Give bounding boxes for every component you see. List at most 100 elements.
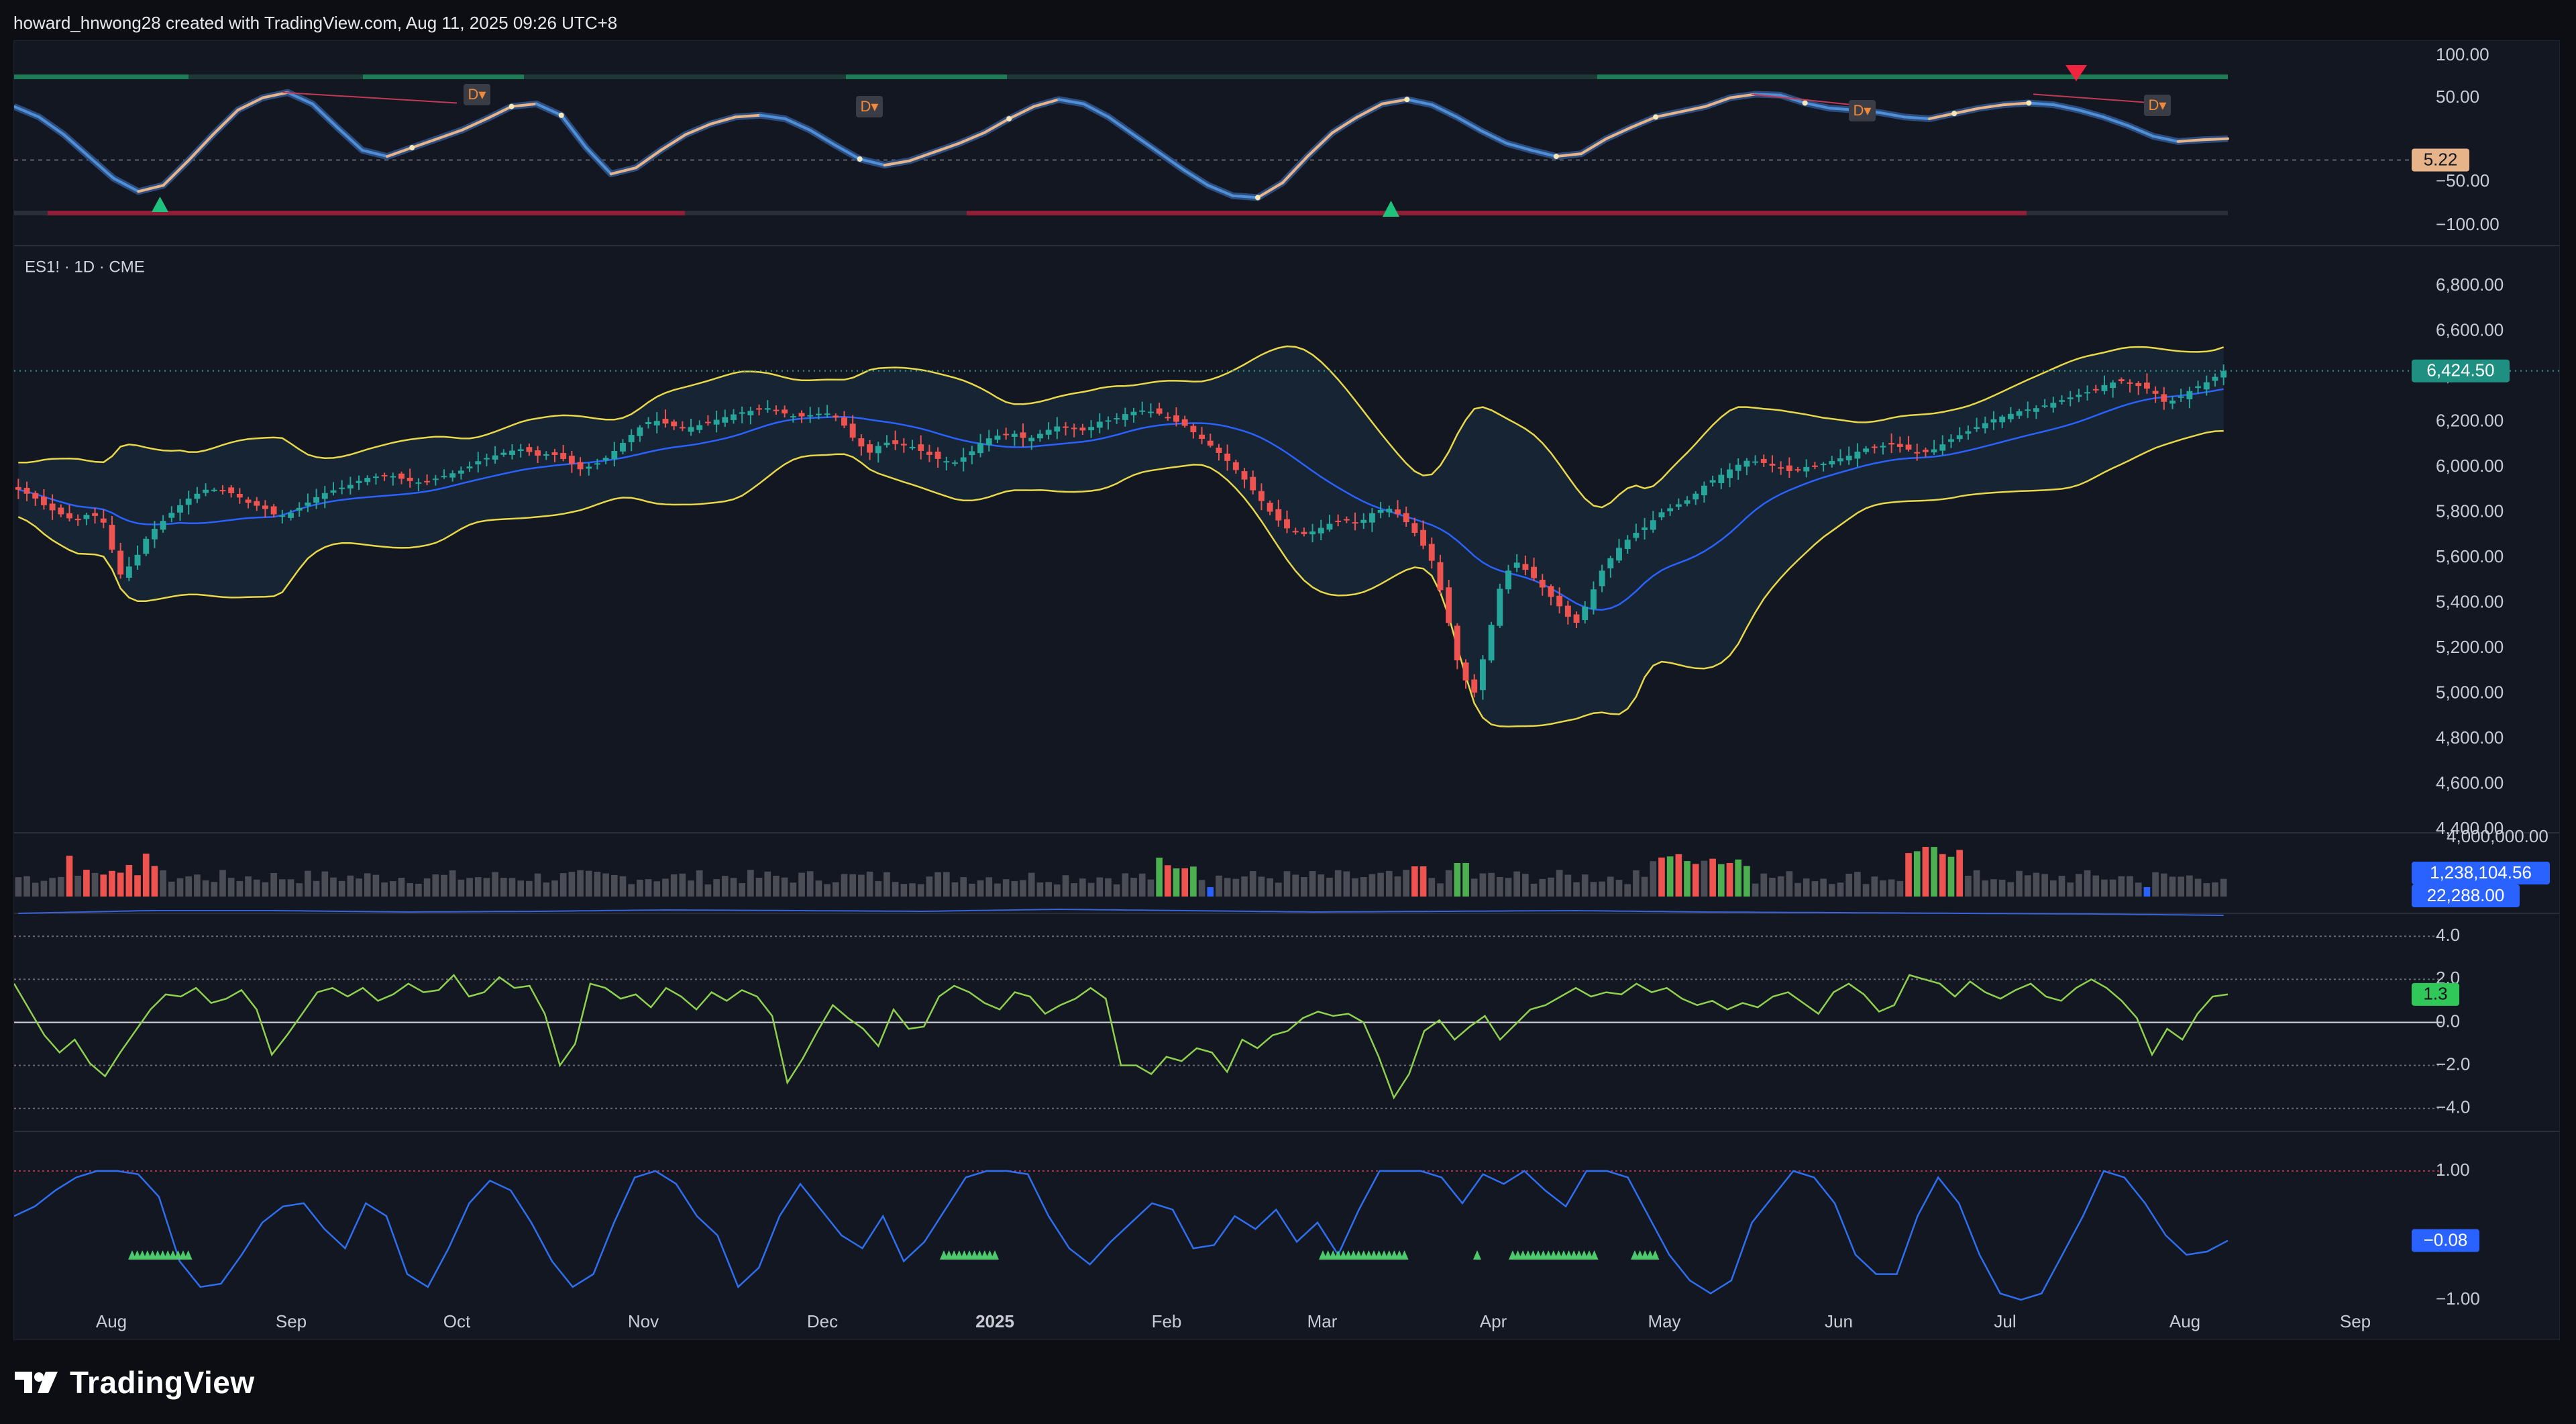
- x-axis-tick-12: Aug: [2169, 1311, 2200, 1331]
- volume-bar-126: [1087, 882, 1095, 897]
- volume-bar-135: [1164, 865, 1171, 897]
- volume-bar-74: [645, 879, 652, 897]
- candle-body-202: [1735, 464, 1741, 471]
- signal-triangle-62: [1651, 1250, 1660, 1260]
- osc-top-segment-57: [1405, 98, 1434, 107]
- candle-body-210: [1803, 466, 1810, 472]
- volume-bar-250: [2143, 887, 2151, 897]
- candle-body-233: [1999, 416, 2006, 423]
- candle-body-104: [900, 444, 907, 446]
- volume-bar-152: [1309, 871, 1316, 897]
- volume-bar-91: [790, 882, 797, 897]
- candle-body-14: [134, 554, 141, 566]
- volume-bar-72: [628, 884, 635, 897]
- candle-body-231: [1982, 423, 1988, 429]
- volume-bar-254: [2178, 876, 2185, 897]
- osc-top-segment-53: [1306, 131, 1334, 158]
- price-axis-tick-1: 6,600.00: [2436, 319, 2504, 340]
- bollinger-basis: [18, 388, 2224, 611]
- volume-bar-41: [364, 873, 371, 897]
- osc-top-segment-76: [1878, 111, 1906, 119]
- volume-bar-199: [1709, 858, 1716, 897]
- candle-body-228: [1956, 435, 1963, 440]
- osc-top-segment-4: [87, 155, 115, 180]
- candle-body-107: [926, 452, 932, 455]
- osc-top-segment-5: [112, 176, 140, 193]
- price-axis-tick-4: 6,000.00: [2436, 456, 2504, 476]
- candle-body-81: [704, 421, 711, 423]
- volume-bar-138: [1190, 866, 1197, 897]
- volume-bar-32: [287, 879, 294, 897]
- chart-svg[interactable]: D▾ D▾ D▾ D▾ 100.00 50.00 −50.00 −100.00 5.22 ES1!…: [14, 41, 2559, 1339]
- osc-top-segment-44: [1082, 102, 1110, 119]
- divergence-line-1: [1751, 93, 1853, 106]
- candle-body-172: [1479, 659, 1486, 691]
- bottom-axis-tick-1: −1.00: [2436, 1288, 2480, 1309]
- candle-body-73: [637, 427, 643, 436]
- candle-body-196: [1684, 500, 1690, 504]
- volume-bar-123: [1062, 875, 1069, 897]
- volume-bar-119: [1028, 872, 1035, 897]
- signal-triangle-43: [1519, 1250, 1527, 1260]
- osc-top-segment-77: [1902, 115, 1931, 120]
- volume-bar-171: [1470, 878, 1478, 897]
- signal-triangle-55: [1580, 1250, 1589, 1260]
- candle-body-153: [1318, 527, 1324, 533]
- candle-body-182: [1564, 605, 1571, 617]
- candle-body-36: [321, 493, 328, 499]
- volume-bar-186: [1599, 881, 1605, 897]
- osc-top-segment-38: [932, 142, 961, 154]
- candle-body-155: [1335, 520, 1342, 522]
- volume-bar-213: [1828, 884, 1835, 897]
- candle-body-124: [1071, 427, 1077, 429]
- signal-triangle-50: [1554, 1250, 1563, 1260]
- volume-bar-241: [2067, 882, 2074, 897]
- mid-last-value-badge-bg: [2412, 982, 2459, 1006]
- volume-bar-59: [517, 880, 525, 897]
- osc-top-segment-45: [1107, 115, 1135, 136]
- candle-body-121: [1045, 429, 1052, 435]
- candle-body-74: [645, 421, 652, 424]
- signal-triangle-13: [945, 1250, 953, 1260]
- volume-bar-106: [917, 884, 924, 897]
- candle-body-156: [1343, 519, 1350, 521]
- candle-body-58: [509, 450, 515, 456]
- volume-bar-124: [1071, 883, 1078, 897]
- price-axis-tick-8: 5,200.00: [2436, 637, 2504, 657]
- volume-bar-39: [347, 875, 354, 897]
- volume-bar-43: [381, 882, 388, 897]
- volume-bar-40: [356, 878, 362, 897]
- top-last-value-badge: 5.22: [2424, 149, 2458, 169]
- candle-body-3: [40, 497, 47, 505]
- candle-body-127: [1096, 421, 1103, 428]
- volume-bar-16: [151, 866, 158, 897]
- candle-body-120: [1036, 434, 1043, 439]
- volume-bar-170: [1462, 863, 1469, 897]
- volume-bar-198: [1701, 860, 1708, 897]
- signal-triangle-3: [143, 1250, 152, 1260]
- volume-bar-226: [1939, 854, 1946, 897]
- volume-bar-205: [1760, 873, 1768, 897]
- candle-body-24: [219, 490, 226, 492]
- mid-axis-tick-2: 0.0: [2436, 1011, 2460, 1031]
- volume-bar-256: [2194, 878, 2202, 897]
- osc-top-segment-52: [1281, 155, 1309, 185]
- candle-body-108: [934, 452, 941, 459]
- volume-bar-235: [2016, 870, 2023, 897]
- volume-bar-153: [1318, 874, 1325, 897]
- candle-body-131: [1130, 411, 1137, 415]
- candle-body-251: [2152, 391, 2159, 394]
- osc-top-segment-87: [2151, 135, 2180, 143]
- candle-body-10: [100, 518, 107, 523]
- chart-area[interactable]: D▾ D▾ D▾ D▾ 100.00 50.00 −50.00 −100.00 5.22 ES1!…: [13, 40, 2560, 1340]
- volume-bar-107: [926, 876, 933, 897]
- osc-top-segment-11: [261, 91, 289, 99]
- x-axis-tick-4: Dec: [807, 1311, 838, 1331]
- volume-bar-35: [313, 880, 320, 897]
- osc-top-segment-22: [535, 102, 563, 117]
- x-axis-tick-10: Jun: [1825, 1311, 1853, 1331]
- price-axis-tick-3: 6,200.00: [2436, 410, 2504, 430]
- osc-top-segment-8: [186, 133, 215, 162]
- candle-body-46: [407, 477, 413, 481]
- volume-bar-69: [602, 873, 609, 897]
